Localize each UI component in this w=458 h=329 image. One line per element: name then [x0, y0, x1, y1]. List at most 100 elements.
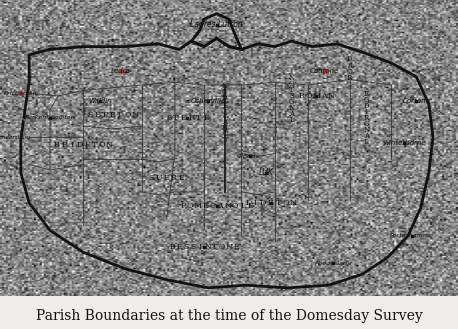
Text: D: D: [347, 56, 353, 63]
Text: T: T: [275, 199, 281, 207]
Text: U: U: [156, 174, 163, 182]
Text: P: P: [102, 111, 108, 119]
Text: I: I: [365, 108, 368, 116]
Text: Osherville: Osherville: [191, 98, 226, 104]
Text: H: H: [222, 124, 228, 132]
Text: S: S: [149, 174, 154, 182]
Text: E: E: [94, 111, 100, 119]
Text: T: T: [117, 111, 123, 119]
Text: E: E: [222, 100, 227, 108]
Text: E: E: [176, 243, 182, 251]
Text: O: O: [222, 88, 228, 95]
Text: E: E: [247, 202, 253, 210]
Text: T: T: [174, 114, 179, 122]
Text: Abedeslaria: Abedeslaria: [315, 261, 352, 266]
Text: N: N: [289, 104, 294, 112]
Text: T: T: [289, 86, 294, 94]
Text: Parish Boundaries at the time of the Domesday Survey: Parish Boundaries at the time of the Dom…: [36, 309, 422, 323]
Text: N: N: [204, 243, 211, 251]
Text: M: M: [312, 92, 321, 100]
Text: A: A: [347, 62, 352, 69]
Text: E: E: [84, 141, 90, 149]
Text: T: T: [212, 243, 217, 251]
Text: N: N: [224, 202, 231, 210]
Text: N: N: [289, 199, 297, 207]
Text: N: N: [328, 92, 335, 100]
Text: L: L: [240, 202, 245, 210]
Text: R: R: [364, 114, 369, 122]
Text: E: E: [181, 114, 186, 122]
Text: A: A: [364, 132, 369, 140]
Text: S: S: [184, 243, 189, 251]
Text: L: L: [289, 116, 294, 124]
Text: A: A: [218, 202, 223, 210]
Text: B: B: [169, 243, 175, 251]
Text: G: G: [364, 120, 369, 128]
Text: S: S: [87, 111, 93, 119]
Text: S: S: [166, 114, 171, 122]
Text: Berkenhampton: Berkenhampton: [25, 115, 75, 120]
Text: Waldin: Waldin: [88, 98, 112, 104]
Text: R: R: [347, 74, 352, 82]
Text: N: N: [225, 243, 232, 251]
Text: O: O: [232, 202, 239, 210]
Text: C: C: [210, 202, 216, 210]
Text: N: N: [106, 141, 113, 149]
Text: I: I: [199, 243, 202, 251]
Text: M: M: [194, 202, 202, 210]
Text: Ledra: Ledra: [111, 68, 131, 74]
Text: N: N: [363, 126, 370, 134]
Text: O: O: [187, 202, 194, 210]
Text: E: E: [164, 174, 169, 182]
Text: S: S: [289, 92, 294, 100]
Text: E: E: [364, 90, 369, 98]
Text: O: O: [218, 243, 225, 251]
Text: A: A: [289, 110, 294, 118]
Text: I: I: [71, 141, 74, 149]
Text: L: L: [223, 112, 227, 120]
Text: S: S: [191, 243, 196, 251]
Text: I: I: [254, 199, 257, 207]
Text: D: D: [260, 199, 267, 207]
Text: N: N: [131, 111, 138, 119]
Text: G: G: [289, 98, 294, 106]
Text: A: A: [321, 92, 327, 100]
Text: T: T: [92, 141, 97, 149]
Text: R: R: [188, 114, 194, 122]
Text: E: E: [233, 243, 239, 251]
Text: O: O: [124, 111, 131, 119]
Text: N: N: [289, 74, 294, 82]
Text: Ladres Lutton: Ladres Lutton: [190, 20, 243, 29]
Text: R: R: [171, 174, 177, 182]
Text: R: R: [61, 141, 67, 149]
Text: L: L: [245, 199, 251, 207]
Text: T: T: [196, 114, 202, 122]
Text: D: D: [222, 94, 228, 102]
Text: O: O: [347, 67, 353, 76]
Text: Brichacton: Brichacton: [4, 91, 38, 96]
Text: Standersburg: Standersburg: [0, 135, 31, 139]
Text: P: P: [180, 202, 185, 210]
Text: Porteshamme: Porteshamme: [390, 233, 434, 238]
Text: E: E: [202, 202, 208, 210]
Text: E: E: [109, 111, 115, 119]
Text: A: A: [222, 118, 227, 126]
Text: O: O: [305, 92, 312, 100]
Text: C: C: [222, 130, 228, 138]
Text: P.Bride: P.Bride: [239, 154, 261, 159]
Text: D: D: [76, 141, 83, 149]
Text: E: E: [268, 199, 273, 207]
Text: Winterborne: Winterborne: [382, 139, 425, 145]
Text: E: E: [179, 174, 185, 182]
Text: Cantone: Cantone: [310, 68, 339, 74]
Text: O: O: [289, 80, 294, 88]
Text: G: G: [364, 96, 369, 104]
Text: B: B: [54, 141, 60, 149]
Text: R: R: [299, 92, 305, 100]
Text: D: D: [364, 102, 369, 110]
Text: Corrone: Corrone: [403, 98, 431, 104]
Text: LUK: LUK: [259, 168, 274, 177]
Text: L: L: [364, 138, 369, 146]
Text: E: E: [203, 114, 209, 122]
Text: N: N: [222, 82, 228, 89]
